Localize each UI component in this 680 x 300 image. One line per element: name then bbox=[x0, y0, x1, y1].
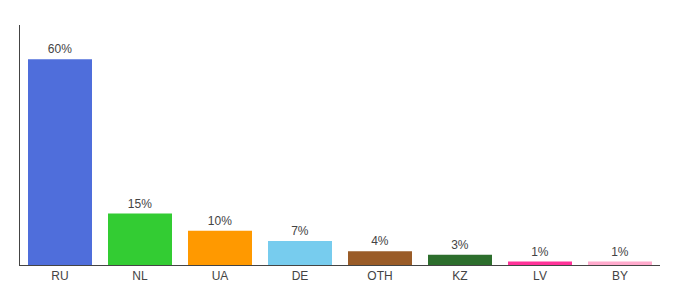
svg-text:60%: 60% bbox=[48, 42, 72, 56]
svg-text:1%: 1% bbox=[611, 245, 629, 259]
svg-text:RU: RU bbox=[51, 269, 68, 283]
svg-text:BY: BY bbox=[612, 269, 628, 283]
svg-text:NL: NL bbox=[132, 269, 148, 283]
svg-text:7%: 7% bbox=[291, 224, 309, 238]
svg-text:KZ: KZ bbox=[452, 269, 467, 283]
svg-text:UA: UA bbox=[212, 269, 229, 283]
svg-text:4%: 4% bbox=[371, 234, 389, 248]
svg-text:10%: 10% bbox=[208, 214, 232, 228]
svg-text:3%: 3% bbox=[451, 238, 469, 252]
svg-text:15%: 15% bbox=[128, 197, 152, 211]
svg-text:DE: DE bbox=[292, 269, 309, 283]
svg-text:1%: 1% bbox=[531, 245, 549, 259]
svg-text:LV: LV bbox=[533, 269, 547, 283]
svg-text:OTH: OTH bbox=[367, 269, 392, 283]
